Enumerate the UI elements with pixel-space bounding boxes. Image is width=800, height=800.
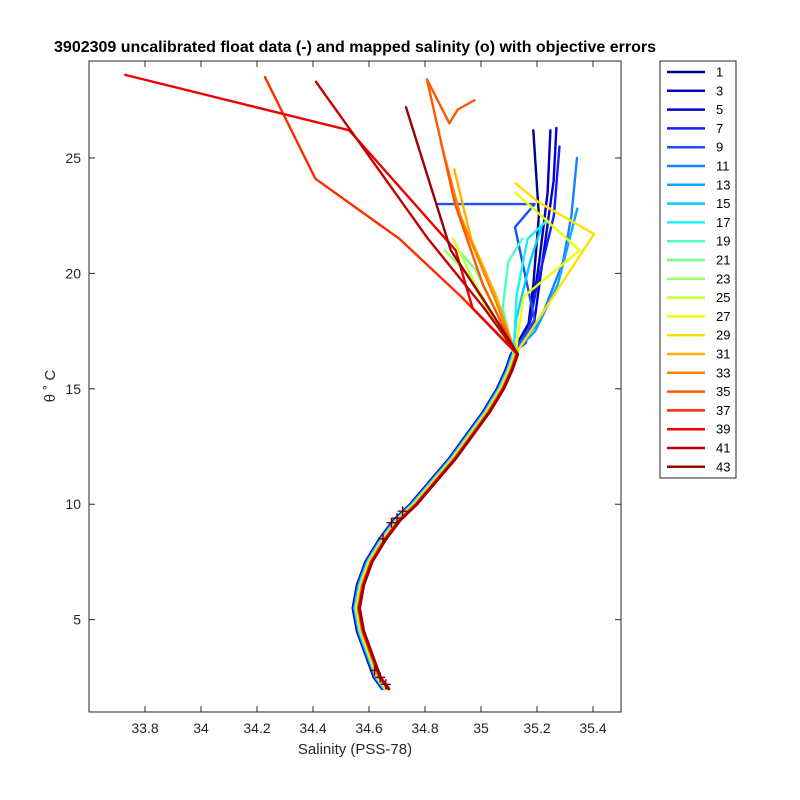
profile-lines bbox=[124, 73, 596, 691]
x-tick-label: 35.2 bbox=[523, 720, 550, 736]
mapped-salinity-marker bbox=[380, 679, 391, 690]
legend-label-31: 31 bbox=[716, 347, 730, 362]
x-tick-label: 33.8 bbox=[131, 720, 158, 736]
legend-label-41: 41 bbox=[716, 441, 730, 456]
legend-label-39: 39 bbox=[716, 422, 730, 437]
plot-area: 33.8 34 34.2 34.4 34.6 34.8 35 35.2 35.4 5 10 15 20… bbox=[65, 60, 622, 736]
x-tick-label: 34.4 bbox=[299, 720, 326, 736]
legend-box bbox=[659, 60, 737, 479]
legend-label-23: 23 bbox=[716, 271, 730, 286]
axes-box bbox=[88, 60, 622, 713]
x-tick-label: 34.6 bbox=[355, 720, 382, 736]
legend-label-9: 9 bbox=[716, 140, 723, 155]
x-tick-label: 34.2 bbox=[243, 720, 270, 736]
legend-label-37: 37 bbox=[716, 403, 730, 418]
y-tick-label: 15 bbox=[65, 381, 81, 397]
legend-label-33: 33 bbox=[716, 365, 730, 380]
profile-line-43 bbox=[358, 106, 520, 691]
mapped-salinity-marker bbox=[375, 672, 386, 683]
mapped-salinity-marker bbox=[369, 665, 380, 676]
legend-label-5: 5 bbox=[716, 102, 723, 117]
legend-label-19: 19 bbox=[716, 234, 730, 249]
x-tick-label: 34.8 bbox=[411, 720, 438, 736]
legend-label-7: 7 bbox=[716, 121, 723, 136]
mapped-salinity-marker bbox=[392, 513, 402, 524]
y-tick-label: 10 bbox=[65, 496, 81, 512]
legend-label-43: 43 bbox=[716, 459, 730, 474]
mapped-salinity-marker bbox=[386, 517, 397, 528]
x-axis-label: Salinity (PSS-78) bbox=[298, 741, 412, 758]
legend-label-15: 15 bbox=[716, 196, 730, 211]
x-axis-ticks: 33.8 34 34.2 34.4 34.6 34.8 35 35.2 35.4 bbox=[131, 61, 607, 736]
legend-label-1: 1 bbox=[716, 65, 723, 80]
legend-label-21: 21 bbox=[716, 253, 730, 268]
legend-label-29: 29 bbox=[716, 328, 730, 343]
mapped-salinity-marker bbox=[397, 506, 408, 517]
x-tick-label: 35.4 bbox=[579, 720, 606, 736]
y-axis-ticks: 5 10 15 20 25 bbox=[65, 150, 621, 628]
legend-label-35: 35 bbox=[716, 384, 730, 399]
legend-label-17: 17 bbox=[716, 215, 730, 230]
mapped-markers bbox=[369, 506, 408, 690]
y-axis-label: θ ˚ C bbox=[42, 370, 59, 403]
chart-title: 3902309 uncalibrated float data (-) and … bbox=[54, 39, 656, 56]
legend-label-13: 13 bbox=[716, 177, 730, 192]
legend-label-27: 27 bbox=[716, 309, 730, 324]
mapped-salinity-marker bbox=[378, 533, 388, 544]
legend-label-25: 25 bbox=[716, 290, 730, 305]
legend-label-3: 3 bbox=[716, 83, 723, 98]
y-tick-label: 5 bbox=[73, 612, 81, 628]
y-tick-label: 25 bbox=[65, 150, 81, 166]
x-tick-label: 35 bbox=[473, 720, 489, 736]
y-tick-label: 20 bbox=[65, 265, 81, 281]
legend-label-11: 11 bbox=[716, 159, 730, 174]
x-tick-label: 34 bbox=[193, 720, 209, 736]
